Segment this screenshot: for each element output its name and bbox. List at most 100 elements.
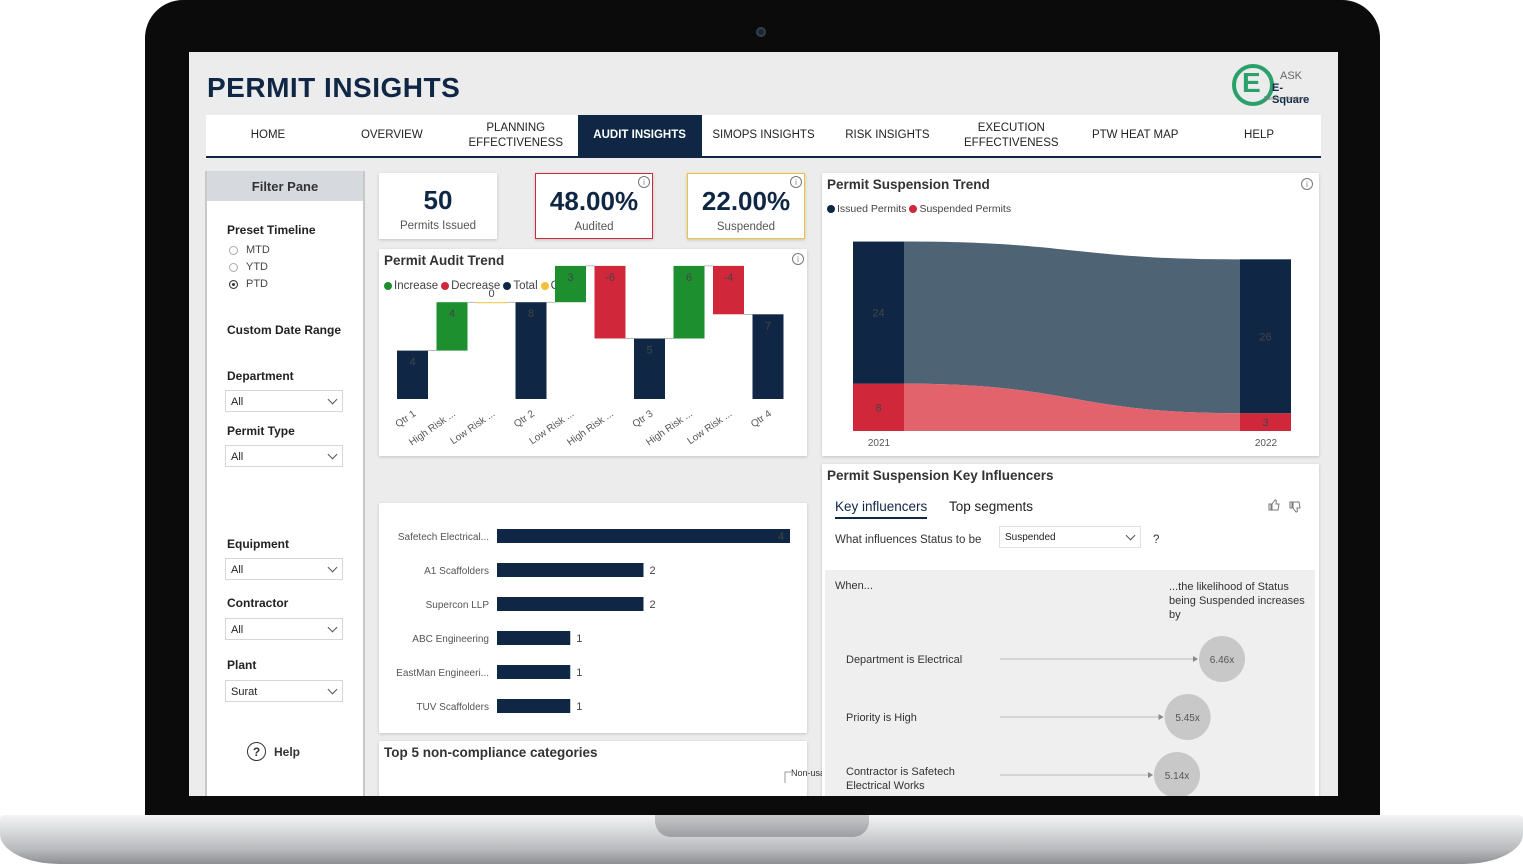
legend-swatch	[384, 282, 392, 290]
noncompliance-title: Top 5 non-compliance categories	[384, 745, 598, 760]
legend-item[interactable]: Decrease	[441, 280, 500, 292]
legend-item[interactable]: Increase	[384, 280, 438, 292]
preset-radio-mtd[interactable]: MTD	[229, 244, 270, 256]
tab-help[interactable]: HELP	[1244, 129, 1275, 141]
waterfall-bar	[515, 302, 547, 399]
info-icon[interactable]: i	[638, 176, 650, 188]
info-icon[interactable]: i	[792, 253, 804, 265]
contractor-value: All	[231, 624, 244, 636]
preset-timeline-label: Preset Timeline	[227, 223, 316, 237]
logo-circle-icon	[1232, 64, 1274, 106]
preset-radio-label: MTD	[246, 244, 270, 256]
contractor-bar	[497, 631, 571, 645]
kpi-permits-issued[interactable]: 50 Permits Issued	[379, 173, 497, 239]
kpi-audited-label: Audited	[574, 221, 614, 233]
year-tick-label: 2021	[868, 438, 891, 449]
arrow-right-icon	[1148, 772, 1154, 778]
tab-execution-effectiveness[interactable]: EXECUTION EFFECTIVENESS	[964, 121, 1059, 149]
department-value: All	[231, 396, 244, 408]
legend-item[interactable]: Total	[503, 280, 538, 292]
waterfall-tick-label: Low Risk ...	[449, 408, 498, 447]
status-value-dropdown[interactable]: Suspended	[999, 526, 1141, 548]
tab-overview[interactable]: OVERVIEW	[360, 129, 423, 141]
waterfall-bar	[713, 265, 744, 315]
legend-item[interactable]: Issued Permits	[827, 203, 906, 215]
contractor-dropdown[interactable]: All	[225, 618, 343, 640]
waterfall-data-label: -6	[605, 272, 615, 284]
waterfall-bar	[397, 350, 428, 399]
tab-ptw-heat-map[interactable]: PTW HEAT MAP	[1091, 129, 1179, 141]
legend-item[interactable]: Suspended Permits	[909, 203, 1011, 215]
help-button[interactable]: ? Help	[247, 742, 300, 761]
contractor-value: 1	[576, 701, 582, 713]
contractor-value: 4	[778, 531, 784, 543]
status-value: Suspended	[1005, 532, 1056, 543]
suspension-trend-card: Permit Suspension Trend i Issued Permits…	[822, 173, 1319, 456]
chevron-down-icon	[327, 684, 338, 695]
audit-trend-card: Permit Audit Trend i Increase Decrease Tot…	[379, 249, 807, 456]
kpi-issued-value: 50	[423, 185, 453, 215]
tab-risk-insights[interactable]: RISK INSIGHTS	[845, 129, 930, 141]
noncompliance-leader-line	[784, 771, 791, 783]
permit-type-dropdown[interactable]: All	[225, 445, 343, 467]
legend-swatch	[540, 282, 549, 290]
influencer-label[interactable]: Contractor is Safetech Electrical Works	[846, 766, 955, 792]
waterfall-tick-label: Low Risk ...	[686, 408, 735, 447]
waterfall-tick-label: Qtr 4	[749, 408, 774, 430]
tab-home[interactable]: HOME	[250, 129, 286, 141]
logo-ask: ASK	[1280, 70, 1303, 82]
issued-data-label: 26	[1259, 331, 1271, 343]
issued-bar	[853, 241, 904, 384]
contractor-value: 2	[649, 565, 655, 577]
influence-question-suffix: ?	[1153, 534, 1160, 546]
noncompliance-chart	[784, 771, 791, 783]
radio-dot-icon	[229, 245, 238, 255]
influencer-label[interactable]: Priority is High	[846, 712, 917, 724]
info-icon[interactable]: i	[790, 176, 802, 188]
waterfall-data-label: 4	[409, 357, 415, 369]
contractor-bar	[497, 597, 644, 611]
tab-top-segments[interactable]: Top segments	[949, 499, 1034, 514]
kpi-suspended[interactable]: 22.00% Suspended i	[687, 173, 805, 239]
thumbs-down-icon[interactable]	[1288, 500, 1302, 514]
contractor-bar	[497, 665, 571, 679]
filter-pane: Filter Pane Preset Timeline MTD YTD PTD Cu…	[205, 171, 365, 796]
department-dropdown[interactable]: All	[225, 390, 343, 412]
waterfall-tick-label: Qtr 1	[394, 408, 419, 430]
kpi-audited[interactable]: 48.00% Audited i	[535, 173, 653, 239]
issued-ribbon	[904, 241, 1240, 414]
logo-letter: E	[1242, 67, 1261, 98]
plant-dropdown[interactable]: Surat	[225, 680, 343, 702]
chevron-down-icon	[327, 562, 338, 573]
preset-radio-ytd[interactable]: YTD	[229, 261, 268, 273]
legend-swatch	[503, 282, 512, 290]
equipment-dropdown[interactable]: All	[225, 558, 343, 580]
waterfall-data-label: 7	[765, 320, 771, 332]
legend-label: Total	[513, 280, 538, 292]
tab-key-influencers[interactable]: Key influencers	[835, 499, 928, 519]
preset-radio-ptd[interactable]: PTD	[229, 278, 268, 290]
waterfall-bar	[555, 265, 586, 303]
chevron-down-icon	[1125, 530, 1136, 541]
contractor-bar	[497, 529, 790, 543]
info-icon[interactable]: i	[1301, 178, 1313, 190]
thumbs-up-icon[interactable]	[1267, 498, 1281, 512]
contractor-bar	[497, 563, 644, 577]
plant-label: Plant	[227, 658, 257, 672]
chevron-down-icon	[327, 394, 338, 405]
equipment-value: All	[231, 564, 244, 576]
suspended-data-label: 3	[1262, 417, 1268, 429]
tab-planning-effectiveness[interactable]: PLANNING EFFECTIVENESS	[468, 121, 564, 149]
influencer-value: 5.14x	[1165, 771, 1189, 782]
contractor-label: TUV Scaffolders	[416, 702, 489, 713]
legend-swatch	[827, 205, 835, 213]
dashboard-screen: PERMIT INSIGHTS E ASK E-Square Business …	[189, 52, 1338, 796]
tab-audit-insights[interactable]: AUDIT INSIGHTS	[577, 115, 702, 156]
kpi-issued-label: Permits Issued	[399, 220, 477, 232]
legend-label: Issued Permits	[837, 203, 907, 215]
influencer-label[interactable]: Department is Electrical	[846, 654, 963, 666]
when-label: When...	[835, 580, 873, 592]
tab-simops-insights[interactable]: SIMOPS INSIGHTS	[712, 129, 815, 141]
radio-dot-icon	[229, 279, 238, 289]
